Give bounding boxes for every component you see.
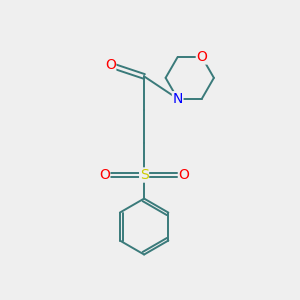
Text: S: S (140, 168, 148, 182)
Text: O: O (105, 58, 116, 72)
Text: N: N (172, 92, 183, 106)
Text: O: O (99, 168, 110, 182)
Text: O: O (178, 168, 189, 182)
Text: O: O (196, 50, 207, 64)
